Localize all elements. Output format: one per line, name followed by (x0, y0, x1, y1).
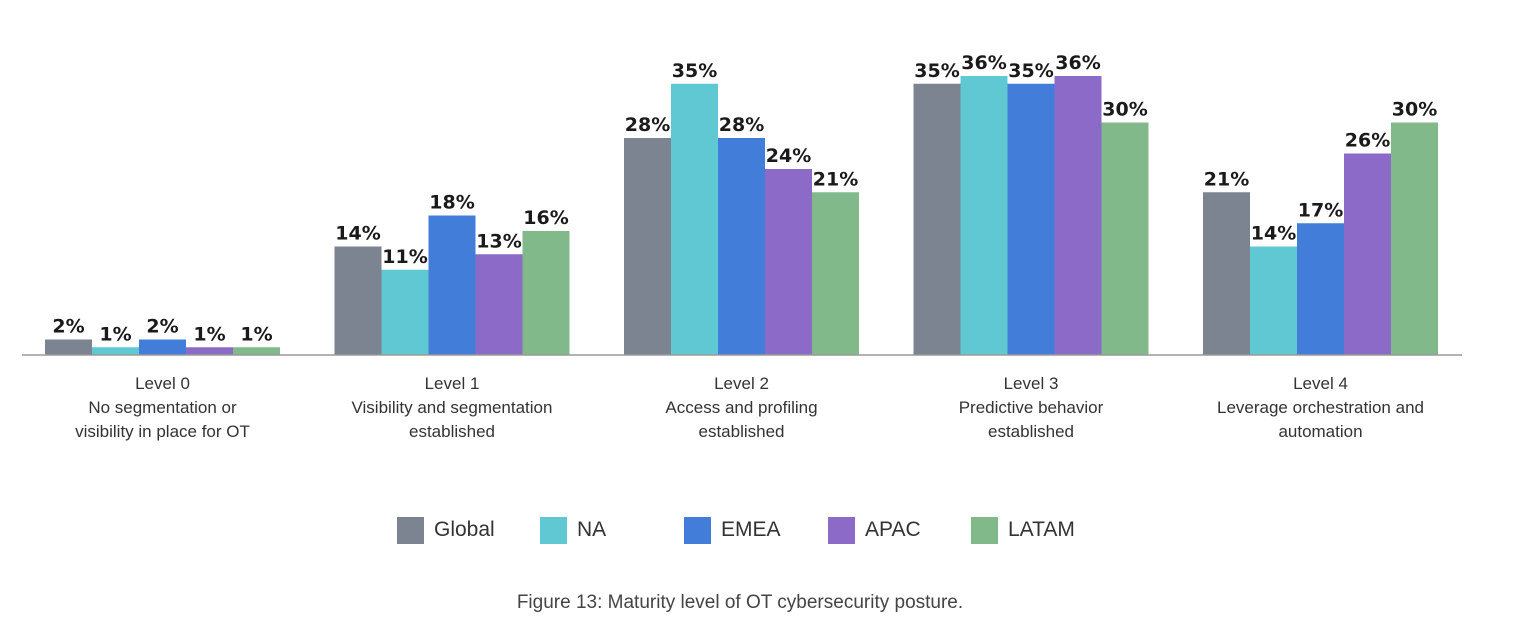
bar-na-level-2 (671, 83, 718, 355)
data-label: 14% (1251, 223, 1296, 245)
data-label: 26% (1345, 130, 1390, 152)
bar-latam-level-1 (522, 231, 570, 355)
legend-label: NA (577, 518, 607, 541)
category-label-line: Level 4 (1293, 374, 1348, 393)
data-label: 36% (961, 52, 1006, 74)
bar-global-level-0 (45, 339, 92, 355)
bar-latam-level-2 (812, 192, 859, 355)
legend: Global NA EMEA APAC LATAM (0, 514, 1520, 546)
category-label: Level 2 Access and profiling established (665, 374, 817, 441)
bar-global-level-3 (913, 83, 961, 355)
legend-swatch (971, 516, 998, 544)
bar-na-level-3 (960, 76, 1008, 355)
bar-chart: 2% 1% 2% 1% 1% Level 0 No segmentation or visib… (22, 52, 1462, 441)
bar-apac-level-2 (765, 169, 812, 355)
data-label: 35% (1008, 60, 1053, 82)
data-label: 35% (914, 60, 959, 82)
bar-global-level-1 (334, 246, 382, 355)
data-label: 1% (99, 323, 131, 345)
bar-apac-level-4 (1344, 153, 1391, 355)
bar-na-level-0 (92, 347, 139, 355)
data-label: 2% (52, 316, 84, 338)
bar-emea-level-4 (1297, 223, 1344, 355)
legend-item-global: Global (397, 514, 495, 546)
legend-swatch (684, 516, 711, 544)
category-label-line: Level 3 (1004, 374, 1059, 393)
data-label: 16% (523, 207, 568, 229)
legend-item-emea: EMEA (684, 514, 781, 546)
bar-latam-level-0 (233, 347, 280, 355)
bar-apac-level-0 (186, 347, 233, 355)
category-label: Level 0 No segmentation or visibility in p… (75, 374, 250, 441)
category-label-line: automation (1278, 422, 1362, 441)
data-label: 14% (335, 223, 380, 245)
category-label: Level 1 Visibility and segmentation establ… (352, 374, 553, 441)
category-label-line: Level 1 (425, 374, 480, 393)
data-label: 1% (240, 323, 272, 345)
category-label-line: Leverage orchestration and (1217, 398, 1424, 417)
bar-latam-level-4 (1391, 122, 1438, 355)
legend-swatch (397, 516, 424, 544)
bar-emea-level-3 (1007, 83, 1055, 355)
category-label-line: Predictive behavior (959, 398, 1104, 417)
category-label-line: established (409, 422, 495, 441)
legend-label: Global (434, 518, 495, 541)
legend-item-na: NA (540, 514, 606, 546)
category-label-line: Visibility and segmentation (352, 398, 553, 417)
bar-na-level-1 (381, 269, 429, 355)
data-label: 35% (672, 60, 717, 82)
bar-global-level-4 (1203, 192, 1250, 355)
data-label: 30% (1102, 99, 1147, 121)
data-label: 13% (476, 230, 521, 252)
data-label: 36% (1055, 52, 1100, 74)
legend-swatch (828, 516, 855, 544)
category-label-line: Level 0 (135, 374, 190, 393)
legend-item-apac: APAC (828, 514, 921, 546)
legend-label: APAC (865, 518, 921, 541)
bar-apac-level-3 (1054, 76, 1102, 355)
legend-label: EMEA (721, 518, 781, 541)
data-label: 24% (766, 145, 811, 167)
category-label-line: established (698, 422, 784, 441)
category-label: Level 4 Leverage orchestration and automat… (1217, 374, 1424, 441)
bar-emea-level-1 (428, 215, 476, 355)
category-label-line: Level 2 (714, 374, 769, 393)
data-label: 11% (382, 246, 427, 268)
legend-label: LATAM (1008, 518, 1075, 541)
category-label-line: No segmentation or (88, 398, 237, 417)
category-label-line: visibility in place for OT (75, 422, 250, 441)
data-label: 21% (813, 168, 858, 190)
category-label-line: Access and profiling (665, 398, 817, 417)
bar-global-level-2 (624, 138, 671, 355)
bar-emea-level-2 (718, 138, 765, 355)
bar-emea-level-0 (139, 339, 186, 355)
bar-na-level-4 (1250, 246, 1297, 355)
legend-swatch (540, 516, 567, 544)
data-label: 2% (146, 316, 178, 338)
data-label: 1% (193, 323, 225, 345)
category-label-line: established (988, 422, 1074, 441)
category-label: Level 3 Predictive behavior established (959, 374, 1104, 441)
data-label: 30% (1392, 99, 1437, 121)
figure-caption: Figure 13: Maturity level of OT cybersec… (516, 592, 964, 613)
data-label: 17% (1298, 199, 1343, 221)
bar-latam-level-3 (1101, 122, 1149, 355)
data-label: 28% (625, 114, 670, 136)
data-label: 21% (1204, 168, 1249, 190)
bar-apac-level-1 (475, 254, 523, 355)
data-label: 18% (429, 192, 474, 214)
data-label: 28% (719, 114, 764, 136)
legend-item-latam: LATAM (971, 514, 1075, 546)
